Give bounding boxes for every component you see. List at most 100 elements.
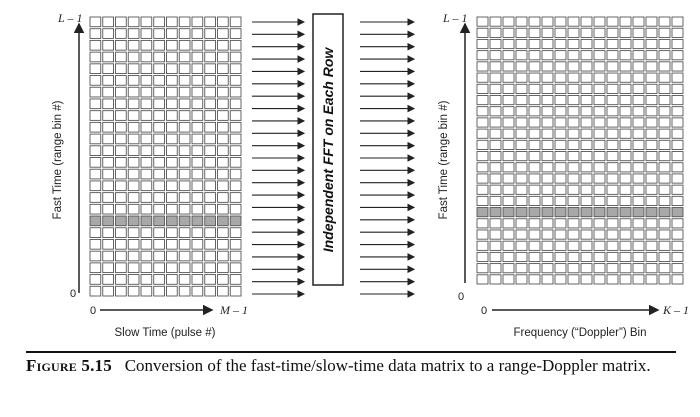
left-matrix-cell <box>153 75 165 86</box>
right-matrix-cell <box>593 173 606 184</box>
left-matrix-cell <box>127 63 140 74</box>
right-matrix-cell <box>489 263 502 274</box>
right-matrix-cell <box>515 117 528 128</box>
left-matrix-cell <box>89 285 102 297</box>
right-matrix-cell <box>515 72 528 83</box>
left-matrix-cell <box>115 180 127 192</box>
left-matrix-cell <box>191 227 204 238</box>
right-matrix-cell <box>645 72 658 83</box>
right-matrix-cell <box>567 263 580 274</box>
left-matrix-cell <box>153 203 165 215</box>
figure-caption: Figure 5.15 Conversion of the fast-time/… <box>26 356 676 376</box>
right-matrix: L – 1 0 0 K – 1 Fast Time (range bin #) … <box>438 11 689 339</box>
left-x-axis-label: Slow Time (pulse #) <box>115 327 216 339</box>
left-matrix-cell <box>191 75 204 86</box>
left-matrix-cell <box>115 75 127 86</box>
left-matrix-cell <box>217 51 229 63</box>
right-matrix-highlighted-cell <box>619 207 632 218</box>
left-matrix-cell <box>191 262 204 274</box>
left-matrix-cell <box>153 192 165 203</box>
left-matrix-cell <box>191 86 204 98</box>
left-matrix-cell <box>153 86 165 98</box>
right-matrix-cell <box>580 38 593 50</box>
left-matrix-cell <box>204 98 216 110</box>
right-matrix-cell <box>606 240 619 251</box>
right-matrix-cell <box>476 184 489 195</box>
right-matrix-cell <box>567 27 580 38</box>
right-matrix-cell <box>541 27 554 38</box>
left-matrix-cell <box>217 145 229 156</box>
right-matrix-cell <box>489 83 502 94</box>
right-matrix-cell <box>502 117 515 128</box>
left-matrix-cell <box>166 121 178 133</box>
right-matrix-cell <box>645 16 658 27</box>
right-matrix-cell <box>619 117 632 128</box>
right-matrix-highlighted-cell <box>554 207 567 218</box>
right-matrix-cell <box>502 162 515 173</box>
right-matrix-cell <box>541 240 554 251</box>
right-y-axis-label: Fast Time (range bin #) <box>438 100 450 219</box>
left-matrix-cell <box>191 180 204 192</box>
right-matrix-cell <box>580 251 593 263</box>
left-matrix-cell <box>166 86 178 98</box>
left-matrix-cell <box>89 274 102 285</box>
left-matrix-highlighted-cell <box>89 215 102 227</box>
right-matrix-cell <box>619 16 632 27</box>
right-matrix-cell <box>476 117 489 128</box>
right-matrix-cell <box>619 229 632 240</box>
right-matrix-cell <box>593 162 606 173</box>
left-matrix-cell <box>127 86 140 98</box>
left-matrix-cell <box>140 157 153 168</box>
right-x-axis-label: Frequency (“Doppler”) Bin <box>514 327 647 339</box>
left-matrix-cell <box>191 51 204 63</box>
right-matrix-cell <box>515 139 528 150</box>
right-matrix-cell <box>541 83 554 94</box>
left-matrix-cell <box>153 133 165 145</box>
fft-box-frame <box>312 13 344 286</box>
left-matrix-cell <box>153 227 165 238</box>
left-matrix-cell <box>102 157 114 168</box>
right-matrix-cell <box>476 139 489 150</box>
right-matrix-cell <box>502 263 515 274</box>
right-matrix-cell <box>671 27 684 38</box>
left-matrix-cell <box>127 274 140 285</box>
left-matrix-cell <box>127 262 140 274</box>
right-matrix-cell <box>658 195 671 206</box>
right-matrix-cell <box>645 263 658 274</box>
right-matrix-cell <box>606 38 619 50</box>
left-matrix-cell <box>115 227 127 238</box>
left-matrix-cell <box>229 227 242 238</box>
right-matrix-cell <box>632 173 645 184</box>
right-matrix-cell <box>515 218 528 229</box>
right-matrix-cell <box>476 240 489 251</box>
right-matrix-cell <box>606 218 619 229</box>
left-matrix-cell <box>115 250 127 262</box>
right-matrix-cell <box>541 263 554 274</box>
left-matrix-cell <box>140 86 153 98</box>
left-matrix-cell <box>127 250 140 262</box>
right-matrix-cell <box>671 195 684 206</box>
right-matrix-cell <box>645 195 658 206</box>
right-matrix-cell <box>645 151 658 162</box>
right-matrix-cell <box>606 117 619 128</box>
left-matrix-cell <box>89 239 102 250</box>
right-matrix-cell <box>476 16 489 27</box>
right-matrix-cell <box>593 195 606 206</box>
right-matrix-cell <box>671 16 684 27</box>
right-matrix-highlighted-cell <box>515 207 528 218</box>
right-matrix-cell <box>645 117 658 128</box>
right-matrix-cell <box>580 95 593 106</box>
right-matrix-cell <box>554 50 567 61</box>
right-matrix-cell <box>606 139 619 150</box>
left-matrix-cell <box>102 285 114 297</box>
right-matrix-highlighted-cell <box>502 207 515 218</box>
right-matrix-cell <box>580 184 593 195</box>
right-matrix-cell <box>476 128 489 139</box>
left-matrix-cell <box>229 51 242 63</box>
left-matrix-cell <box>229 157 242 168</box>
left-matrix-cell <box>191 250 204 262</box>
left-matrix-cell <box>102 180 114 192</box>
left-matrix-cell <box>115 203 127 215</box>
right-matrix-cell <box>632 229 645 240</box>
right-matrix-highlighted-cell <box>593 207 606 218</box>
